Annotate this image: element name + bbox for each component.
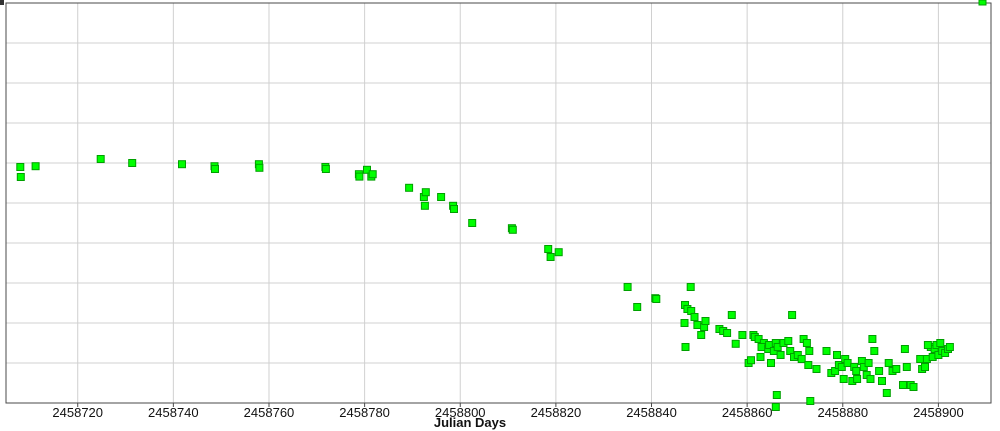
data-point <box>852 367 861 375</box>
data-point <box>738 331 747 339</box>
data-point <box>923 341 932 349</box>
data-point <box>892 365 901 373</box>
data-point <box>437 193 446 201</box>
data-point <box>701 317 710 325</box>
data-point <box>633 303 642 311</box>
data-point <box>128 159 137 167</box>
data-point <box>693 321 702 329</box>
data-point <box>864 359 873 367</box>
data-point <box>96 155 105 163</box>
data-point <box>802 339 811 347</box>
x-tick-label-6: 2458840 <box>626 405 677 420</box>
data-point <box>788 311 797 319</box>
data-point <box>747 356 755 365</box>
data-point <box>727 311 736 319</box>
data-point <box>784 337 793 345</box>
data-point <box>882 389 891 397</box>
data-points <box>16 155 954 411</box>
data-point <box>355 172 364 181</box>
data-point <box>884 359 893 367</box>
data-point <box>321 165 330 173</box>
x-tick-label-9: 2458900 <box>913 405 964 420</box>
data-point <box>776 351 785 359</box>
data-point <box>405 183 414 192</box>
data-point <box>697 331 706 339</box>
data-point <box>680 319 689 327</box>
data-point <box>833 351 841 359</box>
data-point <box>866 375 875 383</box>
data-point <box>936 339 945 347</box>
x-axis-title: Julian Days <box>434 415 506 430</box>
data-point <box>805 347 814 355</box>
data-point <box>421 188 430 197</box>
x-tick-label-2: 2458760 <box>244 405 295 420</box>
x-tick-label-8: 2458880 <box>817 405 868 420</box>
data-point <box>900 345 909 353</box>
x-tick-label-3: 2458780 <box>339 405 390 420</box>
data-point <box>797 355 806 363</box>
data-point <box>450 205 458 213</box>
corner-marker-right <box>978 0 987 6</box>
x-tick-label-7: 2458860 <box>722 405 773 420</box>
data-point <box>839 375 848 383</box>
data-point <box>822 347 831 355</box>
data-point <box>468 219 477 227</box>
x-tick-label-1: 2458740 <box>148 405 199 420</box>
data-point <box>31 162 40 171</box>
data-point <box>921 363 929 371</box>
x-tick-label-0: 2458720 <box>52 405 103 420</box>
corner-marker-left <box>0 0 4 5</box>
data-point <box>804 361 813 369</box>
data-point <box>843 359 852 367</box>
data-point <box>902 363 911 371</box>
plot-frame <box>5 2 992 404</box>
data-point <box>812 365 821 373</box>
data-point <box>178 160 186 169</box>
data-point <box>255 163 264 172</box>
data-point <box>16 163 25 171</box>
x-axis-ticks: 2458720 2458740 2458760 2458780 2458800 24588… <box>52 403 964 420</box>
data-point <box>878 377 886 385</box>
data-point <box>772 391 781 399</box>
data-point <box>546 253 555 261</box>
data-point <box>870 347 879 355</box>
data-point <box>767 359 775 367</box>
data-point <box>623 283 632 291</box>
data-point <box>806 397 815 405</box>
data-point <box>875 367 884 375</box>
data-point <box>363 165 371 174</box>
data-point <box>368 170 377 179</box>
data-point <box>723 329 732 337</box>
data-point <box>420 201 429 210</box>
data-point <box>853 375 862 383</box>
data-point <box>868 335 877 343</box>
data-point <box>554 248 563 257</box>
data-point <box>945 343 954 351</box>
data-point <box>16 173 25 181</box>
data-point <box>757 343 766 351</box>
data-point <box>756 353 765 361</box>
data-point <box>771 403 780 411</box>
data-point <box>899 381 907 389</box>
x-tick-label-5: 2458820 <box>531 405 582 420</box>
data-point <box>544 245 553 253</box>
data-point <box>652 295 661 303</box>
data-point <box>686 283 695 291</box>
data-point <box>690 313 699 321</box>
x-tick-label-4: 2458800 <box>435 405 486 420</box>
data-point <box>211 165 219 173</box>
data-point <box>916 355 925 363</box>
data-point <box>731 339 740 348</box>
data-point <box>508 225 517 234</box>
data-point <box>909 383 918 391</box>
data-point <box>681 343 690 351</box>
